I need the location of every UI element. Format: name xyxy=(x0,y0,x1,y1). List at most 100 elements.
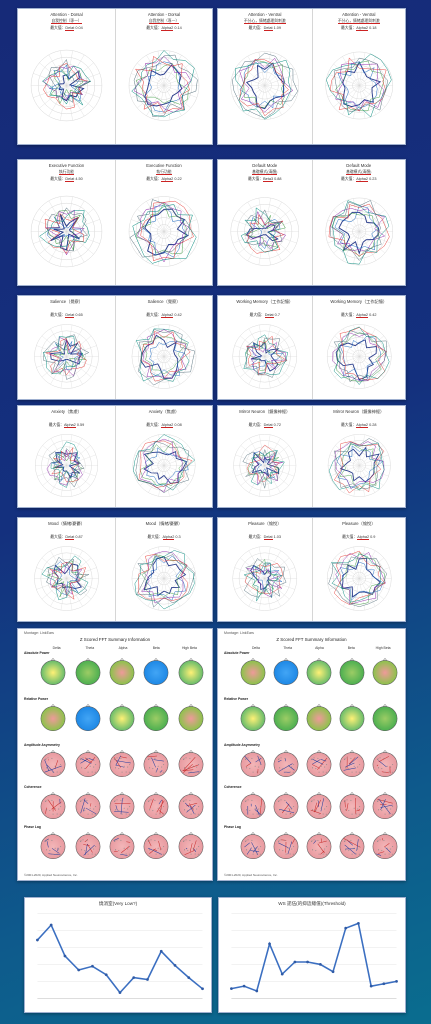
radar-card[interactable]: Mirror Neuron（鏡像神經） 最大值：Delat 0.72 Mirror … xyxy=(217,405,406,508)
qeeg-row-label: Coherence xyxy=(224,785,242,789)
head-map xyxy=(273,706,298,731)
radar-series-line xyxy=(337,61,377,109)
radar-series-line xyxy=(140,438,183,493)
data-point xyxy=(187,976,191,979)
head-map xyxy=(339,834,364,859)
head-map xyxy=(178,752,204,777)
radar-card[interactable]: Default Mode 基礎模式(清醒) 最大值：Beta3 0.88 Defaul… xyxy=(217,159,406,286)
max-band: Alpha2 xyxy=(357,535,370,540)
radar-max-value: 最大值：Alpha2 0.59 xyxy=(18,423,115,428)
data-point xyxy=(63,954,67,958)
head-map-cell xyxy=(142,791,170,821)
head-map xyxy=(40,706,66,731)
radar-series-line xyxy=(231,52,298,119)
radar-card[interactable]: Working Memory（工作記憶） 最大值：Delat 0.7 Working… xyxy=(217,295,406,400)
head-map xyxy=(40,752,66,777)
head-map-cell xyxy=(338,657,366,687)
radar-card[interactable]: Attention - Ventral 不分心，情緒處理與刺激 最大值：Delat … xyxy=(217,8,406,145)
head-map-cell xyxy=(177,791,205,821)
max-number: 0.88 xyxy=(274,177,282,181)
max-band: Delat xyxy=(65,313,75,318)
data-point xyxy=(382,982,386,986)
chart-title: WS 諾伍(的抑這總值)(Threshold) xyxy=(278,901,346,906)
radar-max-value: 最大值：Alpha2 0.3 xyxy=(116,535,212,540)
radar-series-line xyxy=(52,453,83,483)
radar-plot xyxy=(24,318,109,395)
series-line xyxy=(231,922,397,993)
radar-series-line xyxy=(44,209,85,256)
qeeg-footer: ©2001-2020, Applied Neuroscience, Inc. xyxy=(224,873,278,877)
radar-panel: Working Memory（工作記憶） 最大值：Delat 0.7 xyxy=(218,296,312,399)
radar-max-value: 最大值：Delat 0.7 xyxy=(218,313,312,318)
radar-series-line xyxy=(135,440,190,494)
data-point xyxy=(118,991,122,995)
head-map-cell xyxy=(177,749,205,779)
head-map xyxy=(372,660,397,685)
band-header: Theta xyxy=(85,646,95,650)
radar-plot xyxy=(24,540,109,617)
head-map-cell xyxy=(74,791,102,821)
head-map-cell xyxy=(177,703,205,733)
radar-card[interactable]: Mood（情緒/憂鬱） 最大值：Delat 0.87 Mood（情緒/憂鬱） 最大值：… xyxy=(17,517,213,622)
head-map-cell xyxy=(239,703,267,733)
radar-max-value: 最大值：Alpha2 0.08 xyxy=(116,423,212,428)
max-number: 0.08 xyxy=(174,423,182,427)
qeeg-row-label: Coherence xyxy=(24,785,42,789)
radar-series-line xyxy=(45,337,87,376)
radar-series-line xyxy=(254,455,283,486)
radar-series-line xyxy=(47,207,88,252)
radar-subtitle-text: 執行功能 xyxy=(156,170,172,175)
line-chart xyxy=(36,913,204,999)
qeeg-summary-card[interactable]: Montage: LinkEars Z Scored FFT Summary In… xyxy=(217,628,406,881)
radar-series-line xyxy=(240,207,280,253)
radar-series-line xyxy=(50,214,80,251)
head-map xyxy=(40,660,66,685)
radar-series-line xyxy=(55,341,84,371)
radar-card[interactable]: Pleasure（愉悅） 最大值：Delat 1.03 Pleasure（愉悅） 最大… xyxy=(217,517,406,622)
radar-card[interactable]: Anxiety（焦慮） 最大值：Alpha2 0.59 Anxiety（焦慮） 最大值… xyxy=(17,405,213,508)
head-map-cell xyxy=(338,703,366,733)
radar-panel: Mirror Neuron（鏡像神經） 最大值：Delat 0.72 xyxy=(218,406,312,507)
line-chart-card[interactable]: WS 諾伍(的抑這總值)(Threshold) xyxy=(218,897,406,1013)
radar-subtitle: 基礎模式(清醒) xyxy=(313,170,406,175)
radar-card[interactable]: Attention - Dorsal 自我控制（專一） 最大值：Delat 0.04… xyxy=(17,8,213,145)
radar-subtitle: 基礎模式(清醒) xyxy=(218,170,312,175)
radar-panel: Attention - Dorsal 自我控制（專一） 最大值：Delat 0.04 xyxy=(18,9,115,144)
data-point xyxy=(306,960,309,964)
radar-series-line xyxy=(44,212,85,254)
head-map xyxy=(372,706,397,731)
qeeg-row-label: Phase Lag xyxy=(224,825,241,829)
head-map xyxy=(109,706,135,731)
max-label: 最大值： xyxy=(50,313,66,317)
radar-series-line xyxy=(49,561,87,600)
head-map xyxy=(339,706,364,731)
radar-series-line xyxy=(339,446,380,483)
max-number: 0.72 xyxy=(273,423,281,427)
radar-series-line xyxy=(250,450,285,486)
line-chart-card[interactable]: 燒消室(Very Low?) xyxy=(24,897,212,1013)
head-map xyxy=(178,706,204,731)
radar-series-line xyxy=(143,556,187,597)
radar-series-line xyxy=(133,434,196,491)
radar-title: Default Mode xyxy=(346,163,372,168)
head-map xyxy=(75,660,100,685)
max-label: 最大值： xyxy=(248,26,264,30)
max-label: 最大值： xyxy=(341,423,357,427)
chart-title: 燒消室(Very Low?) xyxy=(98,901,138,906)
radar-series-line xyxy=(333,438,383,489)
max-band: Delat xyxy=(263,535,273,540)
head-map-cell xyxy=(142,749,170,779)
radar-card[interactable]: Salience（覺察） 最大值：Delat 0.65 Salience（覺察） 最大… xyxy=(17,295,213,400)
radar-card[interactable]: Executive Function 執行功能 最大值：Delat 4.50 Exec… xyxy=(17,159,213,286)
radar-title: Working Memory（工作記憶） xyxy=(330,299,388,304)
radar-max-value: 最大值：Alpha2 0.22 xyxy=(116,177,212,182)
radar-subtitle-text: 基礎模式(清醒) xyxy=(252,170,278,175)
radar-plot xyxy=(319,318,400,395)
radar-plot xyxy=(319,182,400,281)
radar-series-line xyxy=(334,205,379,251)
radar-title: Working Memory（工作記憶） xyxy=(236,299,294,304)
radar-max-value: 最大值：Beta3 0.88 xyxy=(218,177,312,182)
qeeg-summary-card[interactable]: Montage: LinkEars Z Scored FFT Summary In… xyxy=(17,628,213,881)
radar-max-value: 最大值：Delat 4.50 xyxy=(18,177,115,182)
radar-series-line xyxy=(129,199,191,258)
